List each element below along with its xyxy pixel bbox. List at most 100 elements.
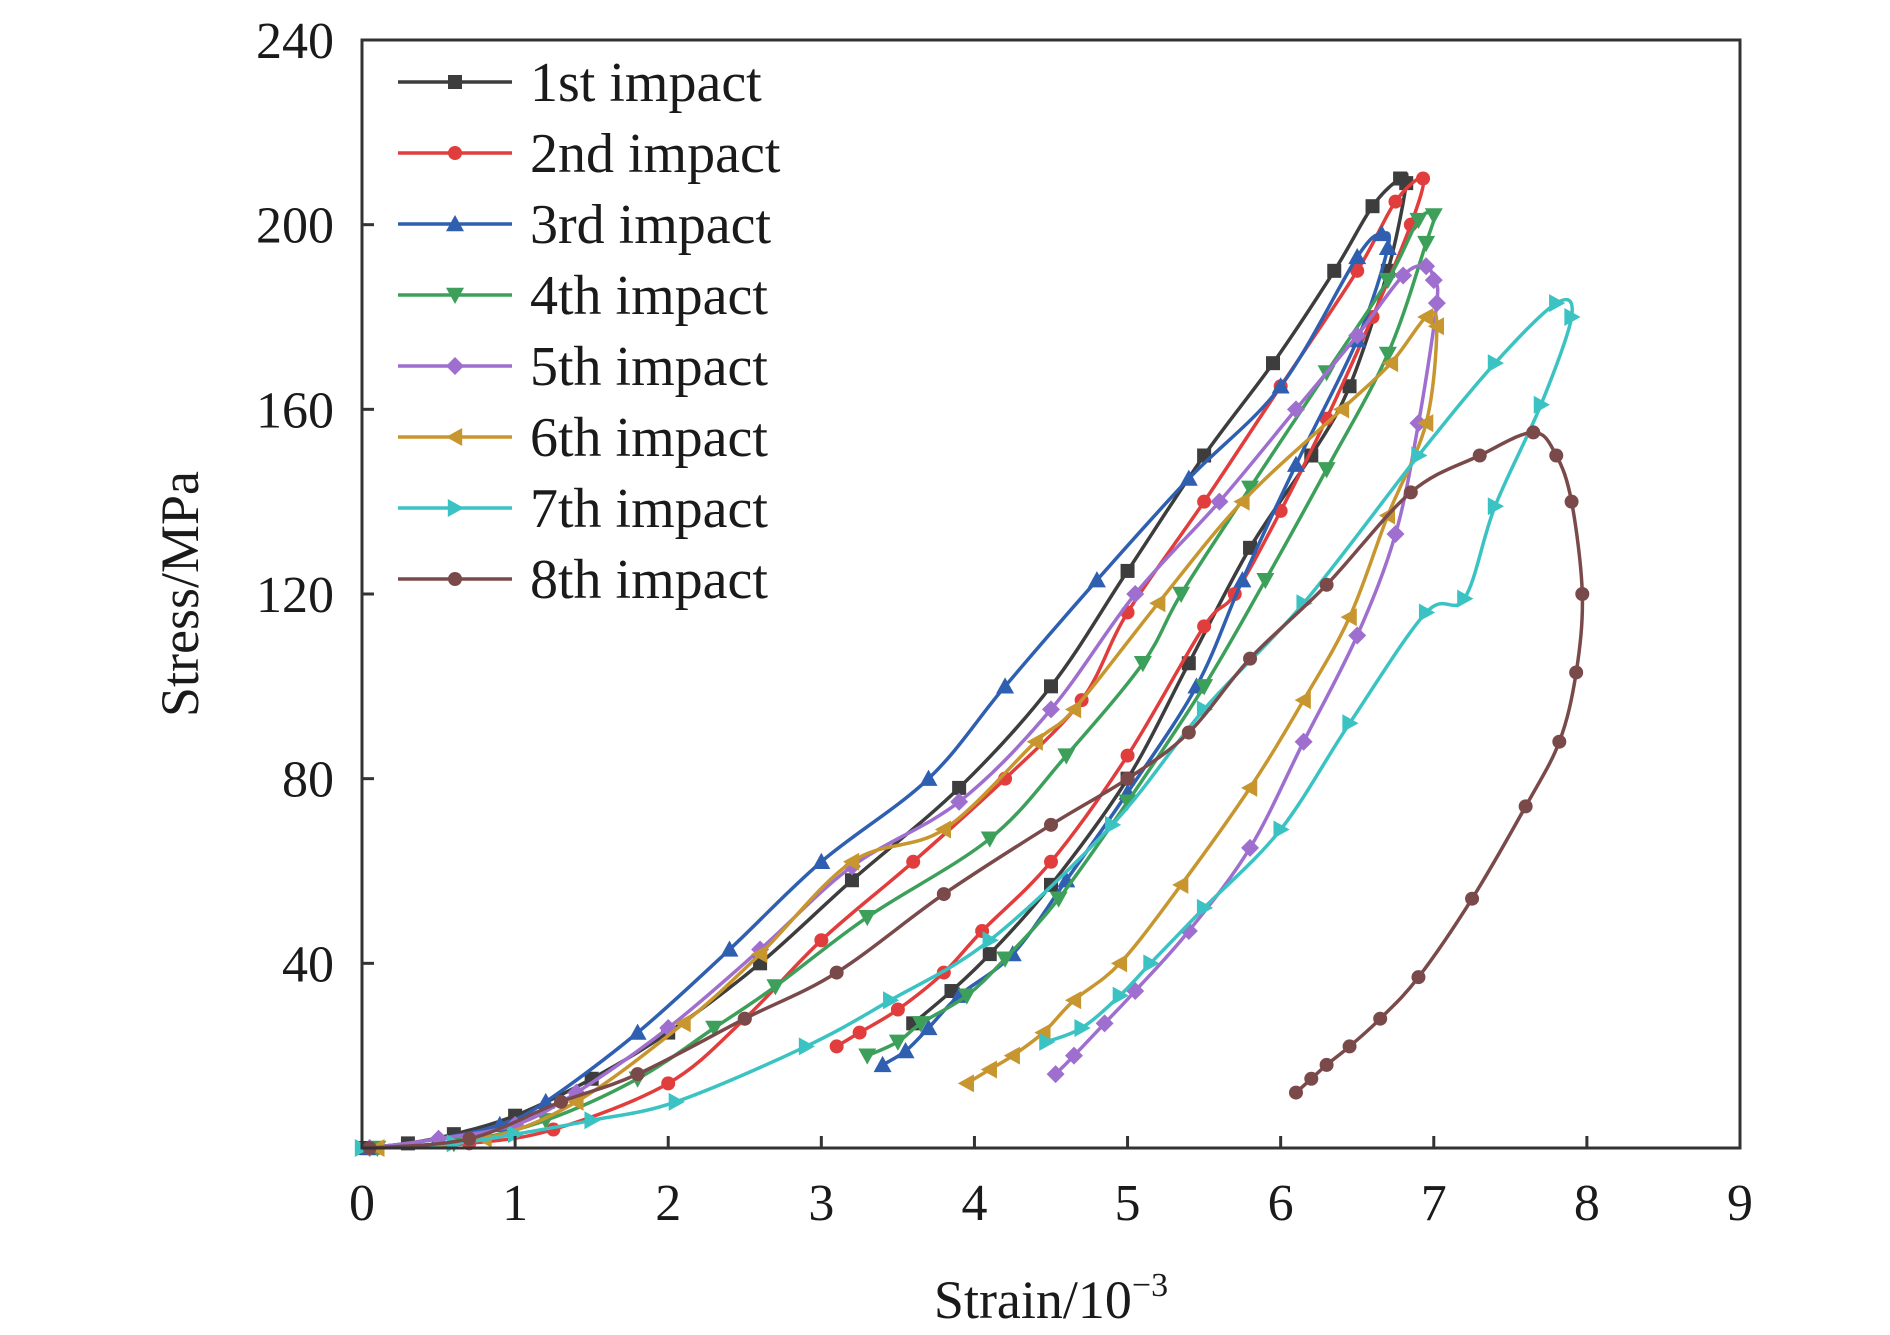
data-point: [814, 933, 829, 948]
series-line: [369, 231, 1392, 1150]
data-point: [1044, 854, 1058, 869]
data-point: [567, 1092, 584, 1111]
data-point: [1149, 594, 1166, 613]
data-point: [1304, 1071, 1319, 1086]
data-point: [1110, 954, 1128, 973]
legend-swatch-marker: [447, 499, 464, 517]
data-point: [1348, 326, 1367, 345]
data-point: [1003, 1046, 1020, 1065]
data-point: [1378, 346, 1397, 363]
data-point: [858, 909, 877, 927]
data-point: [888, 1034, 907, 1051]
data-point: [1026, 732, 1043, 751]
legend-label: 2nd impact: [530, 123, 781, 185]
x-tick-label: 9: [1727, 1175, 1753, 1232]
data-point: [1064, 991, 1082, 1010]
series-line: [369, 430, 1585, 1150]
data-point: [1411, 446, 1428, 465]
data-point: [1327, 263, 1342, 278]
legend-label: 7th impact: [530, 478, 768, 540]
data-point: [896, 1042, 915, 1059]
data-point: [1348, 247, 1367, 265]
data-point: [883, 991, 900, 1010]
legend-swatch-marker: [446, 357, 464, 375]
data-point: [906, 854, 921, 869]
data-point: [1411, 970, 1426, 985]
data-point: [1342, 379, 1357, 394]
data-point: [1044, 817, 1058, 832]
data-point: [1472, 448, 1487, 463]
data-point: [934, 820, 952, 839]
data-point: [1518, 799, 1533, 814]
data-point: [1417, 257, 1436, 276]
data-point: [1403, 485, 1418, 500]
data-point: [1105, 815, 1122, 834]
data-point: [1049, 891, 1068, 908]
data-point: [1340, 608, 1357, 627]
data-point: [1487, 497, 1505, 516]
legend-swatch-marker: [448, 572, 462, 586]
data-point: [766, 979, 785, 996]
data-point: [1348, 626, 1367, 645]
data-point: [584, 1111, 601, 1130]
data-point: [1118, 794, 1137, 811]
data-point: [1057, 748, 1076, 765]
data-point: [1564, 494, 1579, 509]
data-point: [844, 873, 859, 888]
data-point: [936, 887, 951, 902]
data-point: [1095, 1014, 1114, 1033]
data-point: [1317, 462, 1336, 479]
data-point: [919, 1018, 938, 1036]
data-point: [1233, 492, 1250, 511]
data-point: [919, 769, 938, 786]
data-point: [911, 1016, 930, 1033]
y-axis-ticks: 40 80 120 160 200 240: [256, 13, 374, 993]
data-point: [1487, 354, 1505, 373]
data-point: [1424, 208, 1443, 225]
data-point: [1046, 1065, 1065, 1084]
series-line: [369, 263, 1440, 1150]
data-point: [1271, 377, 1290, 394]
data-point: [829, 1039, 844, 1054]
series-line: [377, 176, 1426, 1150]
data-point: [1342, 1039, 1357, 1054]
data-point: [1172, 586, 1191, 603]
data-point: [1365, 199, 1380, 214]
data-point: [798, 1037, 816, 1056]
data-point: [812, 852, 831, 869]
data-point: [1241, 778, 1258, 797]
data-point: [852, 1025, 867, 1040]
data-point: [554, 1094, 569, 1109]
data-point: [1064, 700, 1082, 719]
data-point: [1533, 395, 1550, 414]
data-point: [1243, 651, 1258, 666]
data-point: [842, 852, 860, 871]
data-point: [1233, 571, 1252, 588]
series-2: [370, 171, 1431, 1155]
data-point: [628, 1023, 647, 1040]
x-tick-label: 1: [502, 1175, 528, 1232]
legend-label: 6th impact: [530, 407, 768, 469]
data-point: [1273, 820, 1290, 839]
data-point: [1143, 954, 1160, 973]
x-axis-title-exponent: −3: [1132, 1267, 1168, 1304]
y-tick-label: 240: [256, 13, 334, 70]
data-point: [1386, 524, 1405, 543]
x-tick-label: 4: [961, 1175, 987, 1232]
data-point: [1179, 469, 1198, 486]
data-point: [1378, 238, 1397, 255]
data-point: [1418, 603, 1436, 622]
data-point: [1575, 587, 1590, 601]
data-point: [507, 1125, 525, 1144]
data-point: [1197, 619, 1212, 634]
data-point: [982, 931, 999, 950]
x-tick-label: 8: [1574, 1175, 1600, 1232]
data-point: [1196, 898, 1214, 917]
data-point: [1197, 494, 1212, 509]
data-point: [1120, 748, 1135, 763]
x-tick-label: 5: [1115, 1175, 1141, 1232]
data-point: [751, 945, 768, 964]
data-point: [1394, 266, 1413, 285]
legend-item: 3rd impact: [398, 194, 771, 256]
